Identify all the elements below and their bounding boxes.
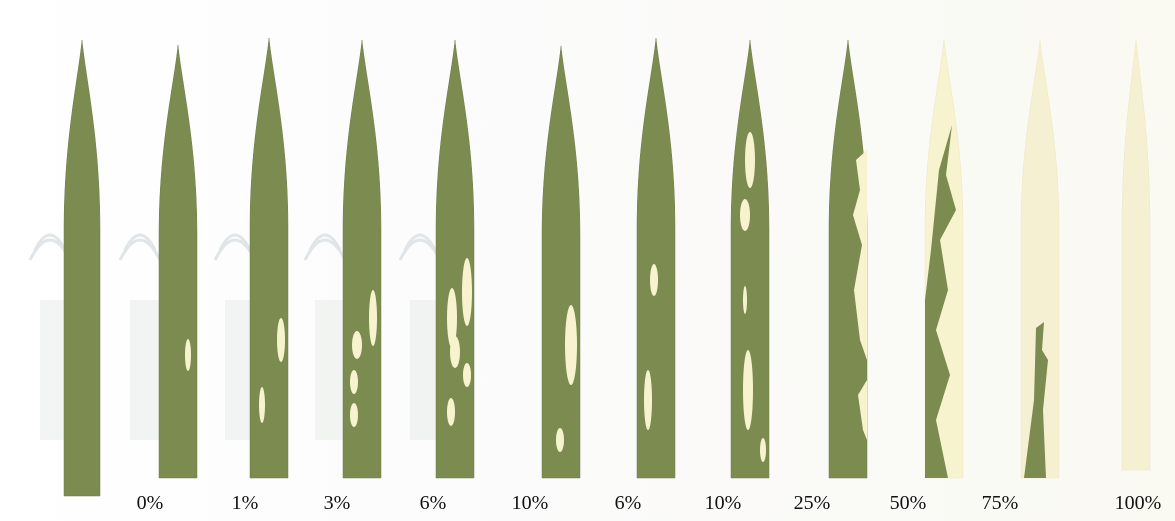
severity-label: 0%: [136, 492, 164, 514]
lesion-spot: [650, 264, 658, 296]
leaf-blade: [1121, 39, 1151, 471]
lesion-spot: [277, 318, 285, 362]
lesion-spot: [644, 370, 652, 430]
leaf-blade: [158, 44, 198, 479]
leaf-blade: [249, 37, 289, 479]
leaf-11: [1121, 39, 1151, 471]
leaf-blade: [541, 45, 581, 479]
lesion-spot: [447, 398, 455, 426]
leaf-3: [259, 39, 382, 479]
leaf-green-remnant: [1024, 322, 1048, 478]
severity-label: 3%: [323, 492, 351, 514]
leaf-7: [644, 39, 770, 479]
leaf-2: [185, 37, 289, 479]
leaf-9: [924, 39, 964, 479]
severity-label: 25%: [793, 492, 831, 514]
leaf-1: [158, 44, 198, 479]
lesion-spot: [556, 428, 564, 452]
severity-label: 1%: [231, 492, 259, 514]
lesion-spot: [743, 350, 753, 430]
leaf-green-remnant: [925, 125, 956, 478]
leaf-blade: [63, 39, 101, 497]
leaf-blade: [435, 39, 475, 479]
leaf-0: [63, 39, 101, 497]
lesion-spot: [745, 132, 755, 188]
severity-label: 10%: [511, 492, 549, 514]
lesion-spot: [743, 286, 747, 314]
severity-label: 10%: [704, 492, 742, 514]
lesion-edge: [853, 150, 867, 360]
leaf-blade: [342, 39, 382, 479]
lesion-spot: [350, 403, 358, 427]
lesion-spot: [740, 199, 750, 231]
severity-label: 6%: [419, 492, 447, 514]
leaf-8: [740, 39, 868, 479]
lesion-spot: [369, 290, 377, 346]
leaf-blade: [730, 39, 770, 479]
severity-label: 75%: [981, 492, 1019, 514]
lesion-spot: [352, 331, 362, 359]
lesion-spot: [760, 438, 766, 462]
lesion-spot: [450, 336, 460, 368]
lesion-spot: [447, 288, 457, 348]
lesion-spot: [259, 387, 265, 423]
lesion-spot: [565, 305, 577, 385]
leaf-blade: [636, 37, 676, 479]
lesion-edge: [858, 380, 867, 440]
severity-label: 6%: [614, 492, 642, 514]
leaf-10: [1020, 39, 1060, 479]
lesion-spot: [463, 363, 471, 387]
lesion-spot: [185, 339, 191, 371]
lesion-spot: [462, 258, 472, 326]
leaf-6: [556, 37, 676, 479]
lesion-spot: [350, 370, 358, 394]
severity-label: 50%: [889, 492, 927, 514]
leaf-blade: [1020, 39, 1060, 479]
severity-label: 100%: [1114, 492, 1162, 514]
